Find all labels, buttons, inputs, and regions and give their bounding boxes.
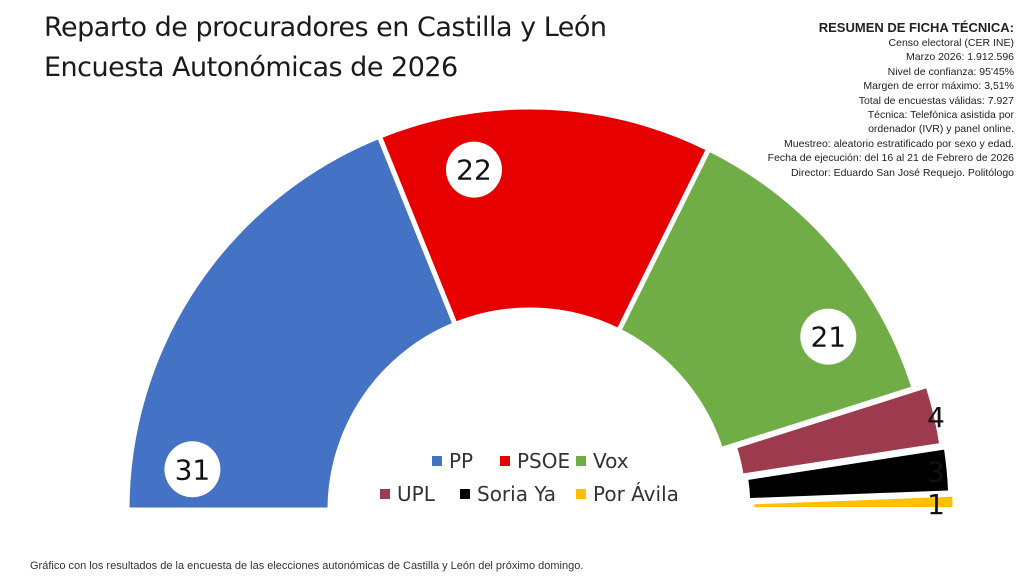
title-line-1: Reparto de procuradores en Castilla y Le… [44,12,607,43]
ficha-line: Nivel de confianza: 95'45% [887,65,1014,78]
value-label-bg [164,441,221,498]
legend-swatch [576,489,586,499]
technical-sheet: RESUMEN DE FICHA TÉCNICA: Censo electora… [768,20,1014,180]
legend-label: Por Ávila [593,482,679,506]
legend-swatch [460,489,470,499]
value-label: 1 [927,488,945,521]
value-label: 21 [810,321,846,354]
ficha-line: Censo electoral (CER INE) [888,37,1014,49]
title-line-2: Encuesta Autonómicas de 2026 [44,52,458,83]
legend-label: PSOE [517,449,570,473]
legend-label: Soria Ya [477,482,556,506]
legend-label: UPL [397,482,436,506]
slice-vox [615,145,918,453]
ficha-line: ordenador (IVR) y panel online. [868,123,1014,136]
legend-swatch [576,456,586,466]
value-label: 3 [927,456,945,489]
ficha-line: Margen de error máximo: 3,51% [863,80,1014,93]
caption: Gráfico con los resultados de la encuest… [30,560,584,572]
legend-label: PP [449,449,473,473]
slice-pp [124,132,459,513]
slice-upl [731,382,945,480]
slice-soria-ya [742,443,954,504]
ficha-line: Director: Eduardo San José Requejo. Poli… [791,166,1014,179]
value-label: 31 [175,453,211,486]
ficha-line: Muestreo: aleatorio estratificado por se… [784,137,1014,150]
technical-sheet-heading: RESUMEN DE FICHA TÉCNICA: [818,20,1014,35]
value-label-bg [800,308,857,365]
legend-swatch [432,456,442,466]
ficha-line: Total de encuestas válidas: 7.927 [858,94,1014,107]
ficha-line: Marzo 2026: 1.912.596 [906,51,1014,64]
value-label: 4 [927,401,945,434]
ficha-line: Fecha de ejecución: del 16 al 21 de Febr… [767,152,1014,165]
slice-por-ávila [749,491,958,513]
value-label-bg [445,141,502,198]
legend-swatch [380,489,390,499]
chart-title: Reparto de procuradores en Castilla y Le… [44,8,607,88]
legend-label: Vox [593,449,629,473]
legend-swatch [500,456,510,466]
ficha-line: Técnica: Telefónica asistida por [867,109,1014,122]
value-label: 22 [456,154,492,187]
